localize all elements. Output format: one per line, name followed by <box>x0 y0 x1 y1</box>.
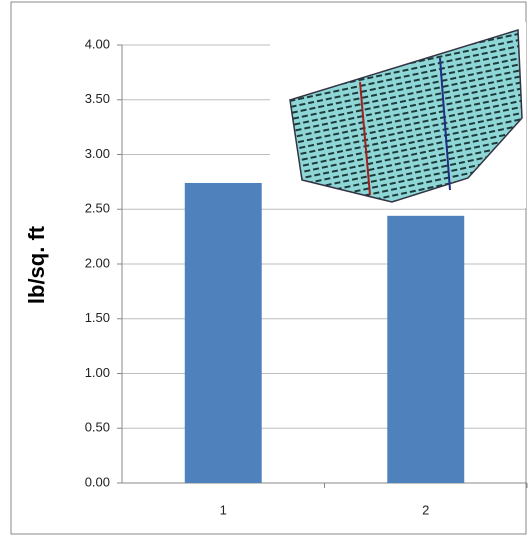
y-tick-label: 3.00 <box>85 146 110 161</box>
inset-image <box>270 22 526 208</box>
bar <box>185 183 262 483</box>
y-tick-label: 0.50 <box>85 420 110 435</box>
y-tick-label: 0.00 <box>85 474 110 489</box>
x-tick-label: 1 <box>220 502 227 517</box>
y-tick-label: 3.50 <box>85 91 110 106</box>
y-axis-label: lb/sq. ft <box>24 225 49 304</box>
y-tick-label: 4.00 <box>85 36 110 51</box>
y-tick-label: 2.00 <box>85 255 110 270</box>
y-tick-label: 2.50 <box>85 201 110 216</box>
chart: lb/sq. ft 0.00 0.50 1.00 1.50 2.00 2.50 3.00 3.… <box>0 0 529 537</box>
y-tick-label: 1.50 <box>85 310 110 325</box>
bar <box>387 216 464 483</box>
y-tick-label: 1.00 <box>85 365 110 380</box>
x-tick-label: 2 <box>422 502 429 517</box>
